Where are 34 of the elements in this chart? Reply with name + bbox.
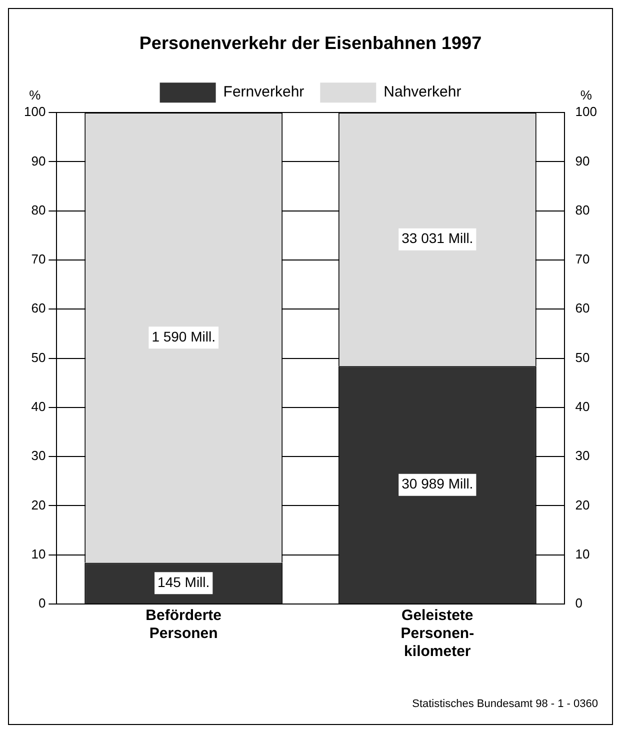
legend-label: Fernverkehr [223, 84, 304, 101]
chart-title: Personenverkehr der Eisenbahnen 1997 [139, 32, 482, 53]
annotation: 30 989 Mill. [402, 476, 474, 492]
y-tick-label: 10 [31, 546, 46, 562]
y2-tick-label: 30 [575, 448, 590, 464]
y2-tick-label: 10 [575, 546, 590, 562]
y2-tick-label: 40 [575, 399, 590, 414]
y2-tick-label: 60 [575, 300, 590, 316]
legend-label: Nahverkehr [384, 84, 462, 101]
y2-axis-title: % [580, 88, 592, 103]
y-tick-label: 100 [24, 104, 46, 120]
annotation: 145 Mill. [158, 574, 210, 590]
y-tick-label: 0 [38, 596, 46, 611]
annotation: 33 031 Mill. [402, 230, 474, 246]
y-tick-label: 40 [31, 399, 46, 414]
y2-tick-label: 20 [575, 497, 590, 512]
y-tick-label: 90 [31, 153, 46, 168]
y-tick-label: 50 [31, 350, 46, 365]
text: Statistisches Bundesamt 98 - 1 - 0360 [412, 698, 598, 710]
annotation: 1 590 Mill. [152, 328, 216, 345]
y-tick-label: 80 [31, 202, 46, 218]
y2-tick-label: 0 [575, 596, 583, 611]
y2-tick-label: 100 [575, 104, 598, 120]
y2-tick-label: 80 [575, 202, 590, 218]
y2-tick-label: 90 [575, 153, 590, 168]
y2-tick-label: 70 [575, 252, 590, 267]
y-axis-title: % [29, 88, 42, 103]
y2-tick-label: 50 [575, 350, 590, 365]
x-tick-label: Geleistete Personen-kilometer [400, 607, 474, 660]
y-tick-label: 30 [31, 448, 46, 464]
x-tick-label: Beförderte Personen [146, 607, 222, 642]
y-tick-label: 60 [31, 300, 46, 316]
y-tick-label: 70 [31, 252, 46, 267]
y-tick-label: 20 [31, 497, 46, 512]
